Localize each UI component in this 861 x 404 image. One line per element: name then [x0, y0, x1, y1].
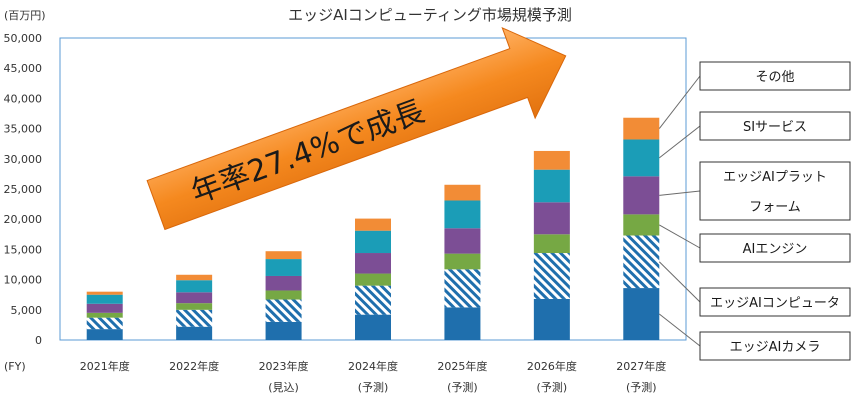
y-tick-label: 20,000: [4, 213, 43, 226]
bar-segment-3-2023年度: [265, 290, 302, 300]
bar-segment-2-2023年度: [265, 299, 302, 322]
growth-arrow-shape: [146, 26, 567, 231]
y-tick-label: 40,000: [4, 92, 43, 105]
legend-box: [699, 287, 851, 317]
legend-label: エッジAIカメラ: [730, 340, 821, 355]
chart-title: エッジAIコンピューティング市場規模予測: [288, 6, 572, 24]
bar-segment-1-2026年度: [533, 298, 570, 340]
bar-segment-2-2021年度: [86, 317, 123, 330]
bar-segment-1-2025年度: [444, 307, 481, 340]
bar-segment-5-2027年度: [623, 139, 660, 177]
legend-leader-line: [658, 261, 701, 303]
bar-segment-6-2027年度: [623, 117, 660, 140]
legend-leader-line: [658, 75, 701, 129]
x-tick-sublabel: (予測): [537, 380, 568, 394]
legend-box: [699, 61, 851, 91]
bar-segment-1-2023年度: [265, 321, 302, 340]
bar-segment-6-2026年度: [533, 150, 570, 170]
bar-segment-2-2026年度: [533, 253, 570, 299]
bar-segment-2-2022年度: [176, 309, 213, 327]
bar-segment-3-2021年度: [86, 312, 123, 318]
x-tick-sublabel: (見込): [268, 381, 299, 394]
x-tick-sublabel: (予測): [358, 380, 389, 394]
legend-box: [699, 111, 851, 141]
x-tick-label: 2021年度: [80, 359, 130, 373]
x-axis-prefix: (FY): [4, 360, 26, 373]
bar-segment-3-2024年度: [355, 273, 391, 286]
growth-arrow: 年率27.4%で成長: [146, 26, 567, 231]
bar-segment-1-2021年度: [86, 329, 123, 340]
legend-leader-line: [659, 224, 701, 249]
bar-segment-3-2025年度: [444, 253, 481, 270]
bar-segment-5-2024年度: [355, 230, 391, 254]
bar-segment-1-2022年度: [176, 326, 213, 340]
bar-segment-6-2024年度: [355, 218, 391, 231]
bar-segment-2-2027年度: [623, 235, 660, 289]
bar-segment-4-2023年度: [265, 275, 302, 291]
legend-label: その他: [755, 70, 794, 85]
x-tick-label: 2027年度: [616, 359, 666, 373]
growth-annotation: 年率27.4%で成長: [187, 94, 429, 211]
bar-segment-5-2026年度: [533, 169, 570, 203]
bar-segment-6-2025年度: [444, 184, 481, 201]
legend-label: AIエンジン: [743, 242, 808, 257]
legend-box: [699, 233, 851, 263]
bar-segment-1-2024年度: [355, 314, 391, 340]
bar-segment-4-2022年度: [176, 292, 213, 304]
bar-segment-6-2022年度: [176, 274, 213, 281]
y-tick-label: 25,000: [4, 183, 43, 196]
bar-segment-4-2027年度: [623, 176, 660, 215]
legend-leader-line: [658, 313, 701, 347]
bar-segment-5-2021年度: [86, 294, 123, 304]
legend-box: [699, 161, 851, 221]
legend-box: [699, 331, 851, 361]
x-tick-label: 2024年度: [348, 359, 398, 373]
bar-segment-5-2025年度: [444, 200, 481, 229]
bar-segment-4-2026年度: [533, 202, 570, 235]
legend-label: SIサービス: [743, 120, 807, 135]
bar-segment-5-2023年度: [265, 259, 302, 276]
y-tick-label: 5,000: [11, 304, 43, 317]
y-tick-label: 30,000: [4, 153, 43, 166]
bar-segment-6-2023年度: [265, 251, 302, 260]
bar-segment-3-2022年度: [176, 303, 213, 310]
x-tick-label: 2025年度: [437, 359, 487, 373]
legend-label: エッジAIコンピュータ: [710, 296, 840, 311]
y-tick-label: 50,000: [4, 32, 43, 45]
y-tick-label: 10,000: [4, 274, 43, 287]
bar-segment-3-2026年度: [533, 234, 570, 254]
y-tick-label: 35,000: [4, 123, 43, 136]
bar-segment-2-2024年度: [355, 285, 391, 315]
bar-segment-4-2025年度: [444, 228, 481, 254]
y-unit-label: (百万円): [4, 9, 46, 22]
legend-label: フォーム: [749, 200, 801, 215]
bar-segment-6-2021年度: [86, 291, 123, 295]
x-tick-sublabel: (予測): [626, 380, 657, 394]
y-tick-label: 0: [35, 334, 42, 347]
bar-segment-1-2027年度: [623, 288, 660, 340]
legend-leader-line: [659, 190, 701, 196]
x-tick-label: 2022年度: [169, 359, 219, 373]
legend-leader-line: [658, 125, 701, 159]
y-tick-label: 15,000: [4, 243, 43, 256]
bar-segment-3-2027年度: [623, 214, 660, 236]
x-tick-label: 2023年度: [259, 359, 309, 373]
bar-segment-4-2024年度: [355, 253, 391, 274]
legend-label: エッジAIプラット: [723, 170, 827, 185]
bar-segment-4-2021年度: [86, 303, 123, 313]
x-tick-label: 2026年度: [527, 359, 577, 373]
x-tick-sublabel: (予測): [447, 380, 478, 394]
bar-segment-2-2025年度: [444, 269, 481, 308]
y-tick-label: 45,000: [4, 62, 43, 75]
bar-segment-5-2022年度: [176, 280, 213, 293]
